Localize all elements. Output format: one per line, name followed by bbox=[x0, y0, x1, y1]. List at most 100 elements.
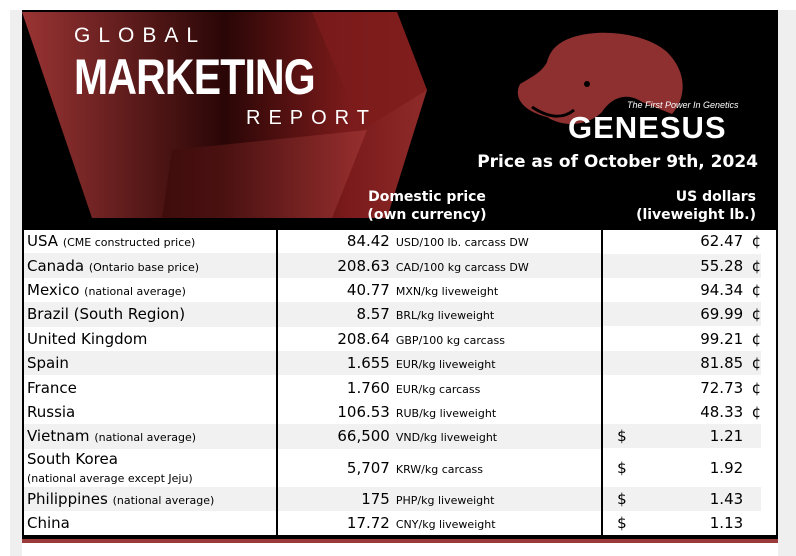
domestic-price: 1.655 bbox=[346, 354, 390, 373]
country-name: United Kingdom bbox=[27, 329, 148, 348]
usd-price: 81.85 bbox=[700, 354, 744, 373]
cent-sign: ¢ bbox=[751, 256, 762, 275]
country-note: (national average) bbox=[94, 431, 197, 445]
table-row: Russia 106.53 RUB/kg liveweight 48.33 ¢ bbox=[23, 399, 777, 425]
column-header-domestic-line1: Domestic price bbox=[368, 189, 486, 205]
domestic-price: 17.72 bbox=[346, 514, 390, 533]
country-name: Russia bbox=[27, 402, 76, 421]
usd-price-cell: 72.73 ¢ bbox=[602, 375, 777, 399]
country-cell: Philippines (national average) bbox=[23, 486, 278, 511]
domestic-price: 1.760 bbox=[346, 378, 390, 397]
price-unit: RUB/kg liveweight bbox=[395, 406, 497, 420]
column-header-usd-line1: US dollars bbox=[675, 189, 756, 205]
brand-logo: GENESUS bbox=[568, 110, 727, 145]
domestic-price: 208.63 bbox=[337, 256, 390, 275]
usd-price-cell: $1.43 bbox=[602, 486, 777, 511]
usd-price: 1.92 bbox=[709, 458, 744, 477]
title-global: GLOBAL bbox=[74, 24, 207, 47]
usd-price-cell: 62.47 ¢ bbox=[602, 229, 777, 253]
usd-price: 1.21 bbox=[709, 427, 744, 446]
table-row: Brazil (South Region) 8.57 BRL/kg livewei… bbox=[23, 302, 777, 327]
dollar-sign: $ bbox=[617, 514, 627, 533]
country-name: Spain bbox=[27, 354, 69, 373]
country-name: USA bbox=[27, 232, 59, 251]
country-cell: South Korea (national average except Jeju… bbox=[23, 448, 278, 487]
domestic-price: 84.42 bbox=[346, 232, 390, 251]
price-unit: BRL/kg liveweight bbox=[395, 309, 495, 323]
domestic-price-cell: 8.57 BRL/kg liveweight bbox=[276, 302, 604, 327]
country-name: France bbox=[27, 378, 77, 397]
price-unit: KRW/kg carcass bbox=[395, 462, 484, 476]
usd-price: 62.47 bbox=[700, 232, 744, 251]
country-name: Mexico bbox=[27, 280, 80, 299]
table-row: Canada (Ontario base price) 208.63 CAD/100… bbox=[23, 253, 777, 278]
country-name: South Korea bbox=[27, 449, 118, 468]
country-note: (Ontario base price) bbox=[88, 260, 200, 274]
usd-price: 1.43 bbox=[709, 489, 744, 508]
table-row: United Kingdom 208.64 GBP/100 kg carcass 9… bbox=[23, 326, 777, 351]
domestic-price-cell: 1.655 EUR/kg liveweight bbox=[276, 350, 604, 376]
cent-sign: ¢ bbox=[751, 378, 762, 397]
country-cell: Russia bbox=[23, 399, 278, 425]
price-unit: VND/kg liveweight bbox=[395, 431, 498, 445]
price-unit: EUR/kg carcass bbox=[395, 382, 481, 396]
price-unit: EUR/kg liveweight bbox=[395, 358, 496, 372]
table-row: Vietnam (national average) 66,500 VND/kg l… bbox=[23, 424, 777, 449]
table-row: France 1.760 EUR/kg carcass 72.73 ¢ bbox=[23, 375, 777, 400]
cent-sign: ¢ bbox=[751, 232, 762, 251]
domestic-price: 8.57 bbox=[356, 305, 390, 324]
price-unit: USD/100 lb. carcass DW bbox=[395, 236, 529, 250]
banner-shapes bbox=[22, 12, 427, 218]
usd-price-cell: $1.21 bbox=[602, 424, 777, 449]
price-unit: PHP/kg liveweight bbox=[395, 493, 495, 507]
column-header-usd-line2: (liveweight lb.) bbox=[636, 207, 756, 223]
price-date: Price as of October 9th, 2024 bbox=[477, 152, 758, 172]
table-row: Mexico (national average) 40.77 MXN/kg liv… bbox=[23, 277, 777, 303]
title-marketing: MARKETING bbox=[74, 49, 316, 105]
usd-price-cell: 81.85 ¢ bbox=[602, 351, 777, 376]
usd-price: 55.28 bbox=[700, 256, 744, 275]
country-cell: USA (CME constructed price) bbox=[23, 229, 278, 254]
domestic-price-cell: 106.53 RUB/kg liveweight bbox=[276, 399, 604, 425]
country-name: China bbox=[27, 514, 70, 533]
usd-price: 1.13 bbox=[709, 514, 744, 533]
usd-price: 94.34 bbox=[700, 280, 744, 299]
domestic-price-cell: 5,707 KRW/kg carcass bbox=[276, 448, 604, 487]
usd-price-cell: 69.99 ¢ bbox=[602, 302, 777, 327]
country-name: Brazil (South Region) bbox=[27, 305, 186, 324]
country-cell: Canada (Ontario base price) bbox=[23, 253, 278, 278]
domestic-price: 175 bbox=[361, 489, 390, 508]
cent-sign: ¢ bbox=[751, 329, 762, 348]
report-card: GLOBAL MARKETING REPORT The First Power … bbox=[22, 10, 778, 556]
column-header-domestic-line2: (own currency) bbox=[367, 207, 487, 223]
domestic-price-cell: 208.64 GBP/100 kg carcass bbox=[276, 326, 604, 351]
domestic-price: 106.53 bbox=[337, 402, 390, 421]
domestic-price-cell: 1.760 EUR/kg carcass bbox=[276, 375, 604, 400]
column-header-domestic: Domestic price (own currency) bbox=[352, 188, 502, 224]
usd-price-cell: 99.21 ¢ bbox=[602, 327, 777, 351]
column-header-usd: US dollars (liveweight lb.) bbox=[596, 188, 756, 224]
country-name: Canada bbox=[27, 256, 85, 275]
country-note: (national average) bbox=[84, 284, 186, 298]
country-cell: Brazil (South Region) bbox=[23, 302, 278, 327]
country-cell: United Kingdom bbox=[23, 326, 278, 351]
domestic-price-cell: 17.72 CNY/kg liveweight bbox=[276, 510, 604, 537]
table-row: Spain 1.655 EUR/kg liveweight 81.85 ¢ bbox=[23, 350, 777, 376]
table-row: Philippines (national average) 175 PHP/kg … bbox=[23, 486, 777, 511]
table-row: USA (CME constructed price) 84.42 USD/100 … bbox=[23, 229, 777, 254]
price-unit: MXN/kg liveweight bbox=[395, 284, 499, 298]
domestic-price: 208.64 bbox=[337, 329, 390, 348]
country-note: (national average except Jeju) bbox=[27, 471, 193, 485]
table-row: South Korea (national average except Jeju… bbox=[23, 448, 777, 487]
price-table: USA (CME constructed price) 84.42 USD/100 … bbox=[22, 229, 778, 538]
cent-sign: ¢ bbox=[751, 280, 762, 299]
country-name: Philippines bbox=[27, 489, 108, 508]
table-row: China 17.72 CNY/kg liveweight $1.13 bbox=[23, 510, 777, 537]
domestic-price-cell: 40.77 MXN/kg liveweight bbox=[276, 277, 604, 303]
country-note: (national average) bbox=[112, 493, 215, 507]
usd-price-cell: $1.92 bbox=[602, 449, 777, 487]
country-cell: China bbox=[23, 510, 278, 537]
price-unit: CAD/100 kg carcass DW bbox=[395, 260, 529, 274]
domestic-price: 5,707 bbox=[346, 458, 390, 477]
country-cell: Spain bbox=[23, 350, 278, 376]
